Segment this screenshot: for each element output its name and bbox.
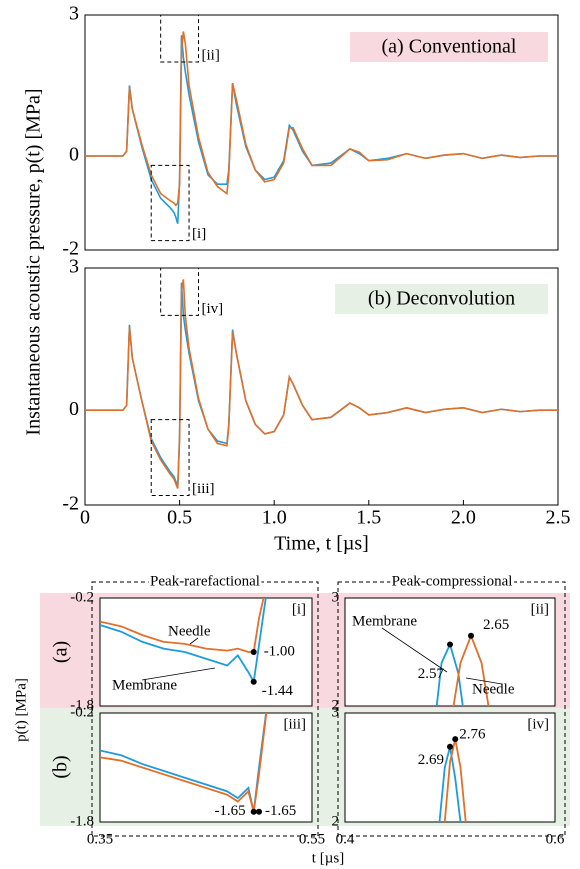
x-tick-label: 0.5	[167, 507, 192, 529]
y-tick-label: 3	[332, 589, 340, 605]
peak-marker	[250, 649, 257, 655]
chart-title: (a) Conventional	[382, 36, 517, 58]
peak-marker	[447, 641, 453, 648]
peak-marker	[256, 808, 262, 815]
y-tick-label: 2	[332, 697, 340, 713]
peak-marker	[447, 743, 453, 750]
chart-title: (b) Deconvolution	[368, 288, 515, 310]
plot-frame	[99, 712, 313, 823]
x-axis-label: Time, t [µs]	[274, 533, 369, 555]
zoom-box	[150, 164, 190, 242]
inset-x-label: t [µs]	[312, 850, 344, 866]
leader-line	[465, 677, 503, 685]
x-tick-label: 1.5	[356, 507, 381, 529]
peak-marker	[250, 678, 257, 685]
x-tick-label: 0.6	[546, 831, 565, 847]
inset-tag: [iv]	[527, 716, 549, 732]
plot-frame	[344, 597, 556, 707]
zoom-box	[160, 267, 200, 316]
inset-tag: [iii]	[284, 716, 307, 732]
y-tick-label: -1.8	[70, 697, 94, 713]
plot-frame	[99, 597, 313, 707]
series-line	[85, 279, 558, 489]
x-tick-label: 0.35	[87, 831, 113, 847]
leader-line	[381, 627, 448, 673]
x-tick-label: 2.5	[546, 507, 571, 529]
zoom-tag: [ii]	[202, 47, 220, 63]
group-box	[91, 581, 319, 837]
y-tick-label: -2	[62, 238, 79, 260]
title-background	[350, 32, 548, 62]
zoom-tag: [iii]	[192, 481, 215, 497]
peak-marker	[250, 808, 257, 815]
y-tick-label: 3	[69, 3, 79, 25]
peak-label: 2.76	[459, 727, 486, 743]
peak-label: 2.69	[418, 752, 444, 768]
leader-line	[189, 637, 199, 645]
zoom-tag: [i]	[192, 226, 206, 242]
y-tick-label: 0	[69, 398, 79, 420]
series-line	[100, 598, 267, 685]
series-name: Needle	[472, 681, 515, 697]
group-box	[337, 581, 566, 837]
leader-line	[141, 667, 216, 681]
y-tick-label: -0.2	[70, 704, 94, 720]
series-line	[85, 35, 558, 224]
inset-y-label: p(t) [MPa]	[13, 678, 29, 742]
row-label: (a)	[50, 641, 72, 663]
peak-marker	[452, 736, 459, 743]
y-tick-label: -2	[62, 493, 79, 515]
y-tick-label: -0.2	[70, 589, 94, 605]
peak-label: -1.00	[264, 643, 295, 659]
inset-tag: [ii]	[531, 601, 549, 617]
y-tick-label: -1.8	[70, 813, 94, 829]
plot-frame	[84, 267, 559, 506]
y-tick-label: 3	[69, 256, 79, 278]
x-tick-label: 1.0	[262, 507, 287, 529]
peak-label: -1.65	[214, 803, 245, 819]
series-line	[100, 713, 268, 813]
y-tick-label: 3	[332, 704, 340, 720]
series-name: Membrane	[112, 677, 177, 693]
x-tick-label: 0.55	[299, 831, 325, 847]
column-header: Peak-compressional	[392, 573, 513, 589]
x-tick-label: 0.4	[336, 831, 355, 847]
series-name: Membrane	[352, 613, 417, 629]
x-tick-label: 0	[80, 507, 90, 529]
y-tick-label: 0	[69, 144, 79, 166]
peak-label: 2.57	[418, 666, 445, 682]
zoom-box	[160, 14, 200, 63]
series-line	[100, 598, 265, 653]
peak-marker	[468, 632, 474, 639]
series-name: Needle	[168, 623, 211, 639]
inset-tag: [i]	[292, 601, 306, 617]
y-tick-label: 2	[332, 813, 340, 829]
column-header: Peak-rarefactional	[150, 573, 260, 589]
zoom-box	[150, 419, 190, 497]
peak-label: 2.65	[483, 617, 509, 633]
series-line	[85, 31, 558, 207]
peak-label: -1.65	[265, 803, 296, 819]
plot-frame	[84, 14, 559, 251]
zoom-tag: [iv]	[202, 301, 224, 317]
x-tick-label: 2.0	[451, 507, 476, 529]
y-axis-label: Instantaneous acoustic pressure, p(t) [M…	[23, 88, 45, 435]
peak-label: -1.44	[262, 683, 294, 699]
row-label: (b)	[50, 755, 72, 778]
title-background	[335, 284, 548, 314]
